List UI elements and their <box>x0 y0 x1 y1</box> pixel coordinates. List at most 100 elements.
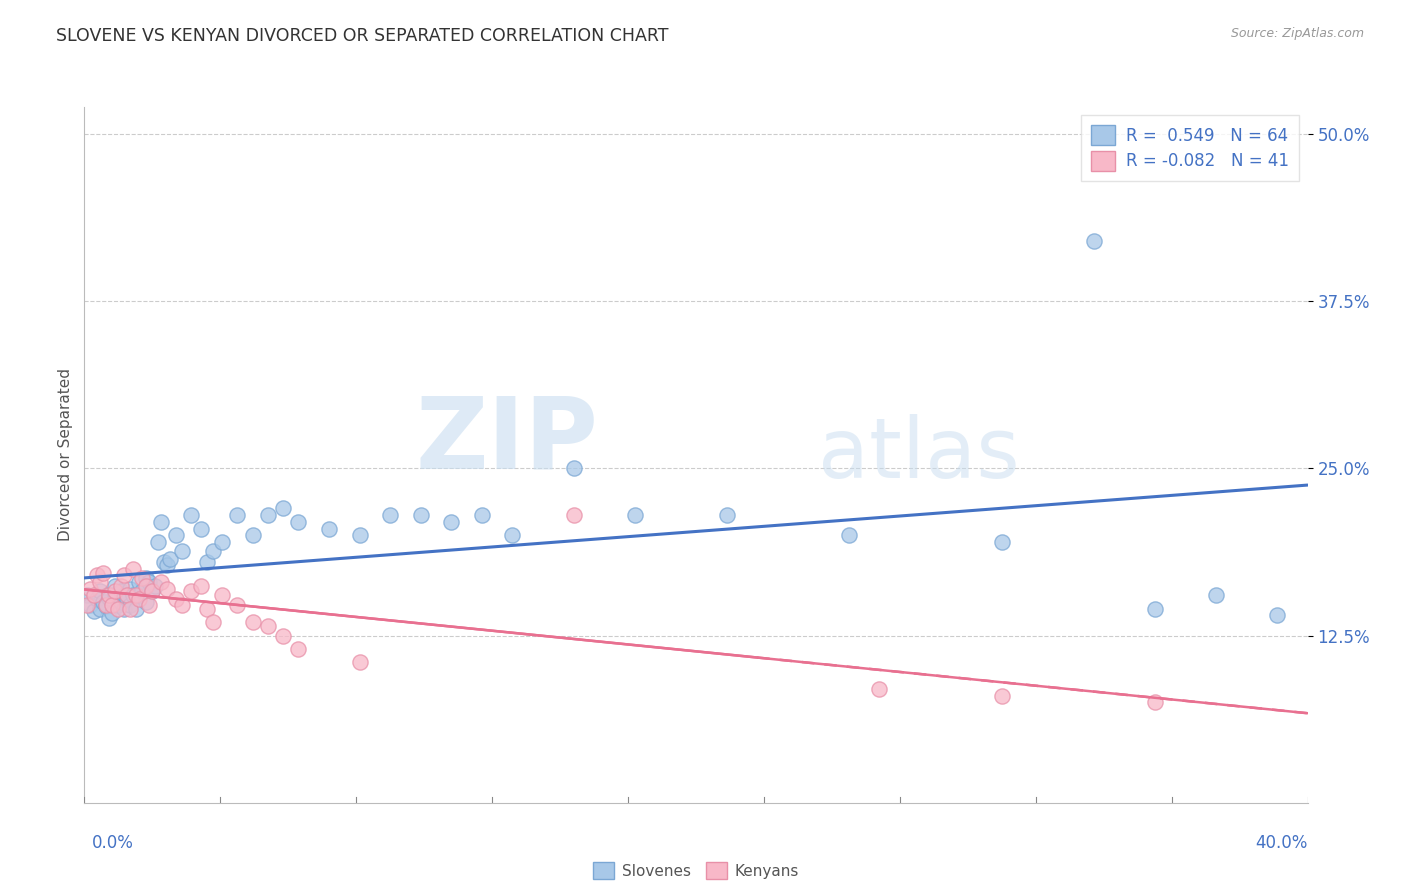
Point <box>991 535 1014 549</box>
Point <box>838 528 860 542</box>
Point <box>201 544 224 558</box>
Text: 40.0%: 40.0% <box>1256 834 1308 852</box>
Point <box>138 575 160 590</box>
Point <box>131 571 153 585</box>
Point <box>502 528 524 542</box>
Point <box>79 582 101 596</box>
Point <box>146 535 169 549</box>
Point <box>271 628 294 642</box>
Point <box>128 589 150 603</box>
Point <box>562 508 585 523</box>
Point <box>271 501 294 516</box>
Point <box>287 642 309 657</box>
Point <box>624 508 647 523</box>
Point <box>149 515 172 529</box>
Point <box>1083 234 1105 248</box>
Point <box>242 528 264 542</box>
Point <box>131 584 153 599</box>
Point <box>138 598 160 612</box>
Point <box>716 508 738 523</box>
Point <box>101 606 124 620</box>
Point <box>97 611 120 625</box>
Point <box>120 598 142 612</box>
Point <box>110 584 132 599</box>
Point <box>172 598 194 612</box>
Point <box>128 592 150 607</box>
Point <box>128 575 150 590</box>
Point <box>141 584 163 599</box>
Point <box>211 589 233 603</box>
Point <box>94 598 117 612</box>
Point <box>149 575 172 590</box>
Text: Source: ZipAtlas.com: Source: ZipAtlas.com <box>1230 27 1364 40</box>
Point <box>349 655 371 669</box>
Point <box>257 619 280 633</box>
Point <box>112 589 135 603</box>
Point <box>122 589 145 603</box>
Point <box>83 605 105 619</box>
Point <box>97 589 120 603</box>
Point <box>143 579 166 593</box>
Point <box>380 508 402 523</box>
Point <box>190 579 212 593</box>
Point <box>869 681 891 696</box>
Point <box>86 592 108 607</box>
Point <box>135 579 157 593</box>
Point <box>107 602 129 616</box>
Text: SLOVENE VS KENYAN DIVORCED OR SEPARATED CORRELATION CHART: SLOVENE VS KENYAN DIVORCED OR SEPARATED … <box>56 27 669 45</box>
Point <box>287 515 309 529</box>
Point <box>180 584 202 599</box>
Point <box>76 598 98 612</box>
Point <box>991 689 1014 703</box>
Point <box>471 508 494 523</box>
Point <box>120 582 142 596</box>
Point <box>125 602 148 616</box>
Point <box>83 589 105 603</box>
Point <box>409 508 432 523</box>
Point <box>1143 602 1166 616</box>
Point <box>159 552 181 566</box>
Point <box>86 568 108 582</box>
Point <box>104 579 127 593</box>
Point <box>226 598 249 612</box>
Point <box>172 544 194 558</box>
Point <box>1265 608 1288 623</box>
Point <box>104 584 127 599</box>
Point <box>76 589 98 603</box>
Point <box>79 598 101 612</box>
Point <box>110 579 132 593</box>
Point <box>226 508 249 523</box>
Point <box>89 584 111 599</box>
Point <box>97 591 120 606</box>
Point <box>141 584 163 599</box>
Point <box>190 521 212 535</box>
Point <box>195 602 218 616</box>
Point <box>125 589 148 603</box>
Point <box>115 592 138 607</box>
Point <box>156 582 179 596</box>
Legend: Slovenes, Kenyans: Slovenes, Kenyans <box>586 855 806 886</box>
Point <box>89 602 111 616</box>
Point <box>195 555 218 569</box>
Point <box>122 562 145 576</box>
Point <box>120 602 142 616</box>
Point <box>562 461 585 475</box>
Point <box>180 508 202 523</box>
Point <box>110 595 132 609</box>
Point <box>165 528 187 542</box>
Text: ZIP: ZIP <box>415 392 598 490</box>
Point <box>201 615 224 630</box>
Point <box>1205 589 1227 603</box>
Point <box>104 587 127 601</box>
Point <box>94 599 117 614</box>
Point <box>112 568 135 582</box>
Point <box>1143 696 1166 710</box>
Point <box>349 528 371 542</box>
Point <box>135 595 157 609</box>
Point <box>440 515 463 529</box>
Point <box>153 555 176 569</box>
Y-axis label: Divorced or Separated: Divorced or Separated <box>58 368 73 541</box>
Point <box>101 598 124 612</box>
Point <box>115 589 138 603</box>
Point <box>91 595 114 609</box>
